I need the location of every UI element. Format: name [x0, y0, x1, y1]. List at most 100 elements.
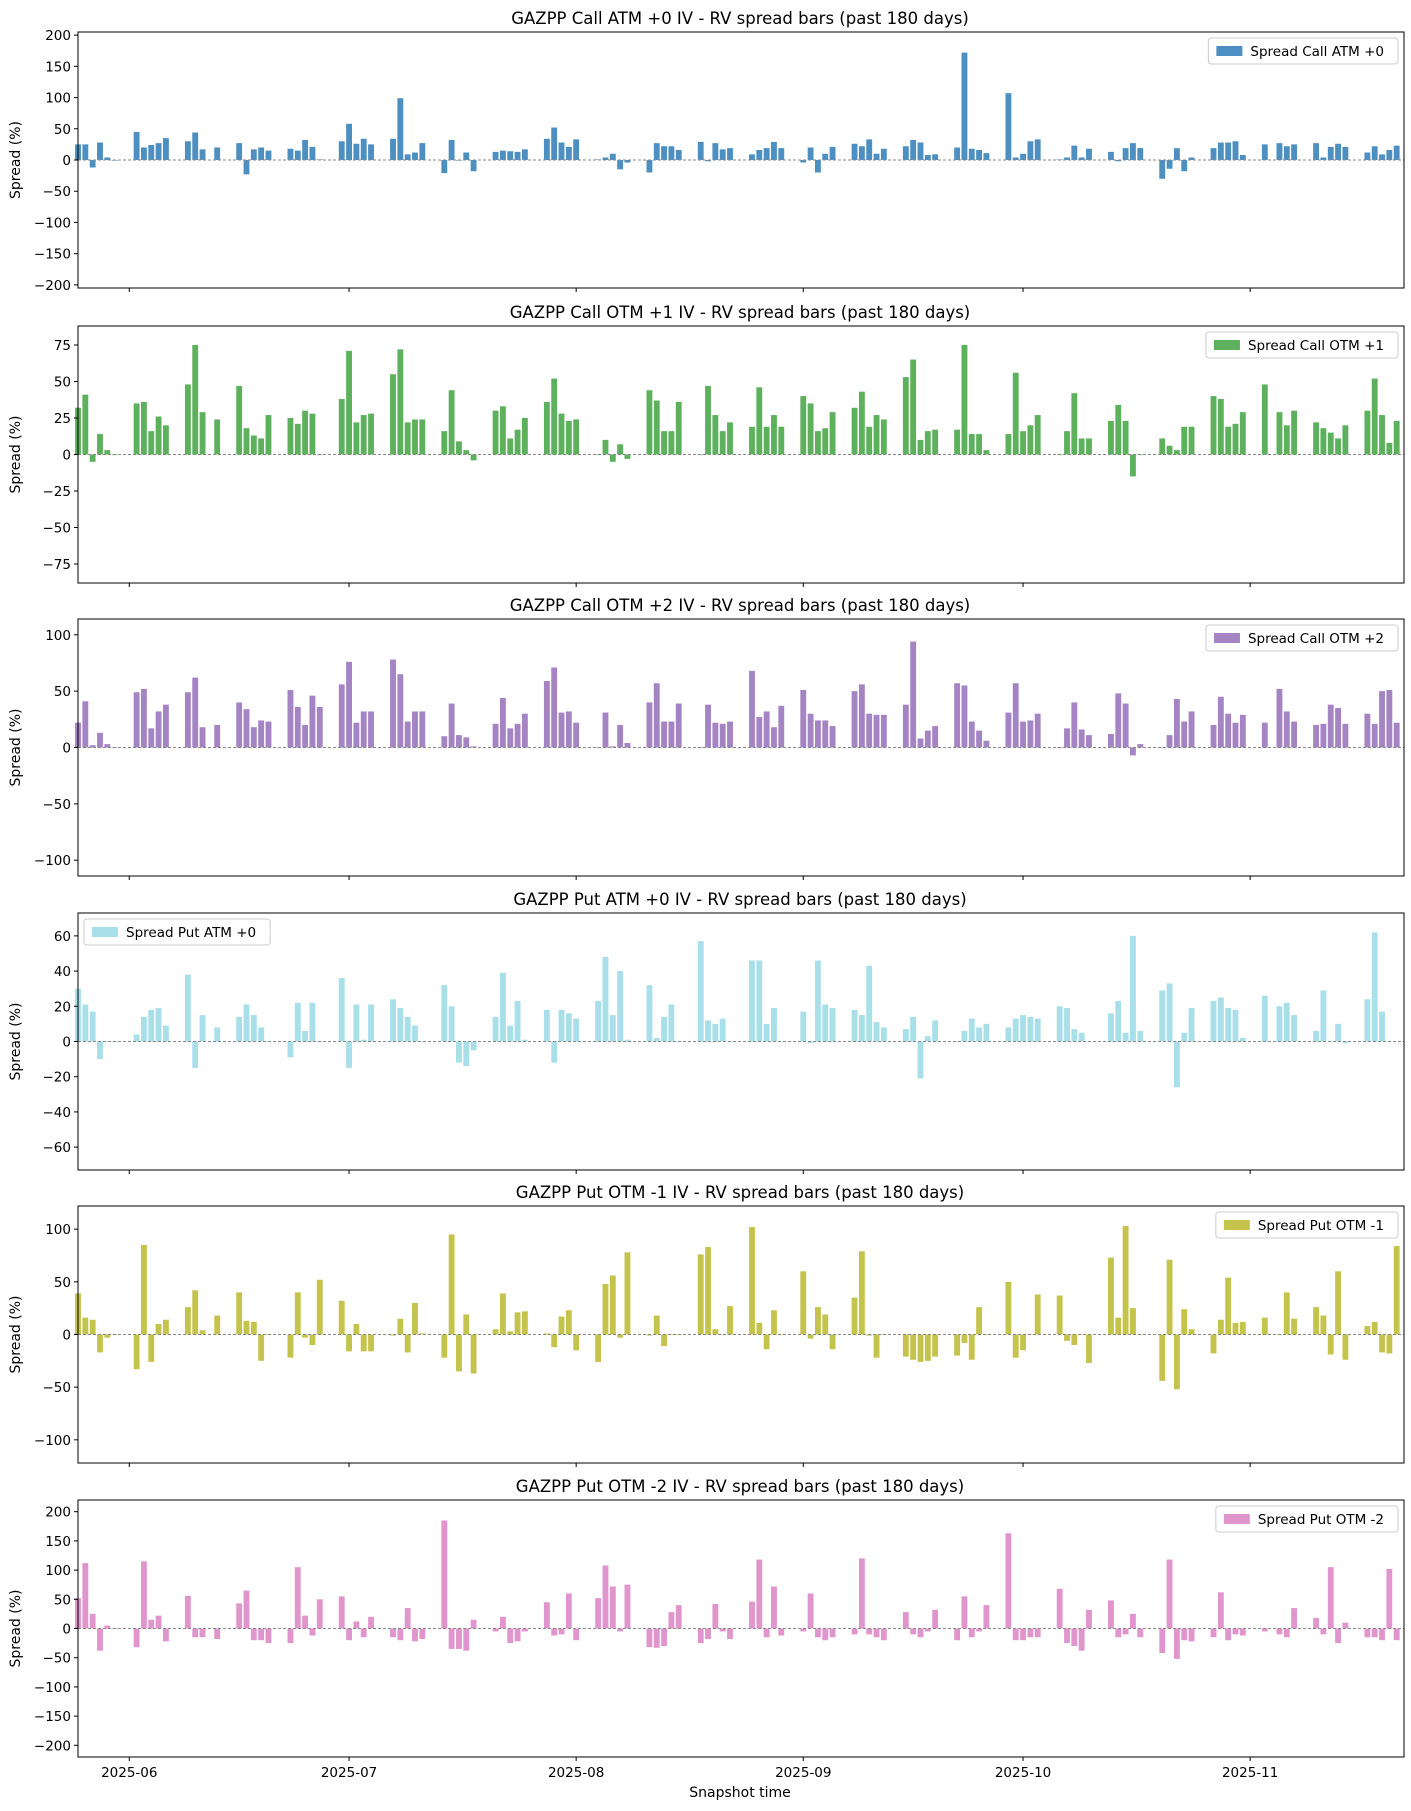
y-tick-label: 50 — [54, 1592, 71, 1608]
y-axis-label: Spread (%) — [8, 1296, 24, 1374]
bar — [829, 412, 836, 455]
x-tick-label: 2025-10 — [995, 1765, 1051, 1781]
bar — [1320, 990, 1327, 1042]
bar — [829, 1334, 836, 1350]
bar — [104, 1625, 111, 1629]
bar — [338, 978, 345, 1042]
bar — [1225, 1277, 1232, 1335]
bar — [697, 141, 704, 160]
bar — [1005, 93, 1012, 160]
bar — [910, 1334, 917, 1360]
bar — [1188, 1329, 1195, 1335]
bar — [346, 661, 352, 748]
legend-label: Spread Put OTM -2 — [1258, 1512, 1384, 1528]
bar — [653, 1628, 660, 1648]
bar — [1386, 690, 1393, 748]
bar — [1225, 142, 1232, 160]
bar — [1122, 703, 1129, 748]
bar — [1130, 143, 1136, 160]
bar — [858, 391, 865, 455]
bar — [602, 439, 609, 455]
y-tick-label: −50 — [43, 521, 72, 537]
bar — [294, 1002, 301, 1042]
bar — [1386, 442, 1393, 455]
bar — [668, 721, 675, 748]
bar — [192, 1628, 199, 1638]
bar — [412, 152, 418, 160]
bar — [924, 730, 931, 748]
bar — [309, 146, 316, 160]
bar — [192, 1290, 199, 1335]
bar — [602, 1283, 609, 1335]
bar — [243, 1590, 250, 1629]
bar — [294, 706, 301, 748]
plot-area: −100 −50 0 50 100 — [34, 1205, 1405, 1467]
bar — [1210, 724, 1217, 748]
bar — [214, 1315, 221, 1335]
bar — [499, 406, 506, 455]
bar — [602, 712, 609, 748]
y-tick-label: 150 — [45, 59, 71, 75]
bar — [353, 1621, 360, 1629]
bar — [390, 999, 396, 1042]
bar — [1173, 1041, 1180, 1088]
bar — [287, 417, 294, 455]
bar — [1086, 1334, 1092, 1363]
bar — [1232, 722, 1239, 748]
bar — [617, 971, 624, 1042]
bar — [1115, 1001, 1122, 1042]
bar — [543, 681, 550, 748]
bar — [419, 711, 426, 748]
bar — [763, 1628, 770, 1638]
bar — [1064, 431, 1070, 455]
bar — [1034, 1294, 1041, 1335]
bar — [514, 151, 521, 160]
bar — [141, 1561, 147, 1629]
bar — [771, 1008, 777, 1042]
bar — [551, 1628, 558, 1636]
legend-swatch — [1223, 1514, 1250, 1524]
bar — [902, 1612, 909, 1629]
bars — [75, 1520, 1400, 1659]
legend-swatch — [1213, 340, 1240, 350]
bar — [1056, 1295, 1063, 1335]
bar — [1166, 1259, 1173, 1335]
bar — [712, 1023, 719, 1042]
bar — [924, 1036, 931, 1042]
bar — [412, 419, 418, 455]
bar — [448, 703, 455, 748]
bar — [1393, 1246, 1400, 1335]
bar — [89, 745, 96, 748]
y-tick-label: 50 — [54, 374, 71, 390]
bar — [807, 403, 814, 455]
bar — [97, 732, 103, 748]
legend-frame — [1215, 1211, 1399, 1239]
bar — [521, 149, 528, 160]
bar — [1335, 1023, 1341, 1042]
bar — [822, 428, 829, 455]
bar — [1379, 154, 1385, 160]
bar — [1130, 1308, 1136, 1335]
bar — [82, 144, 89, 160]
bar — [961, 1596, 968, 1629]
bar — [1364, 1326, 1371, 1335]
bar — [932, 1020, 939, 1042]
bar — [778, 1628, 785, 1636]
bar — [675, 703, 682, 748]
bar — [609, 1275, 616, 1335]
bar — [712, 1603, 719, 1629]
bar — [302, 1030, 309, 1042]
bar — [97, 1628, 103, 1651]
bar — [492, 1628, 499, 1632]
bar — [976, 150, 983, 160]
bar — [148, 145, 155, 160]
bar — [880, 419, 887, 455]
bar — [851, 1297, 858, 1335]
bar — [719, 723, 726, 748]
bar — [309, 413, 316, 455]
bar — [412, 1628, 418, 1642]
bar — [287, 148, 294, 160]
bar — [543, 401, 550, 455]
bar — [1166, 1559, 1173, 1629]
chart-title: GAZPP Put OTM -2 IV - RV spread bars (pa… — [516, 1477, 964, 1496]
